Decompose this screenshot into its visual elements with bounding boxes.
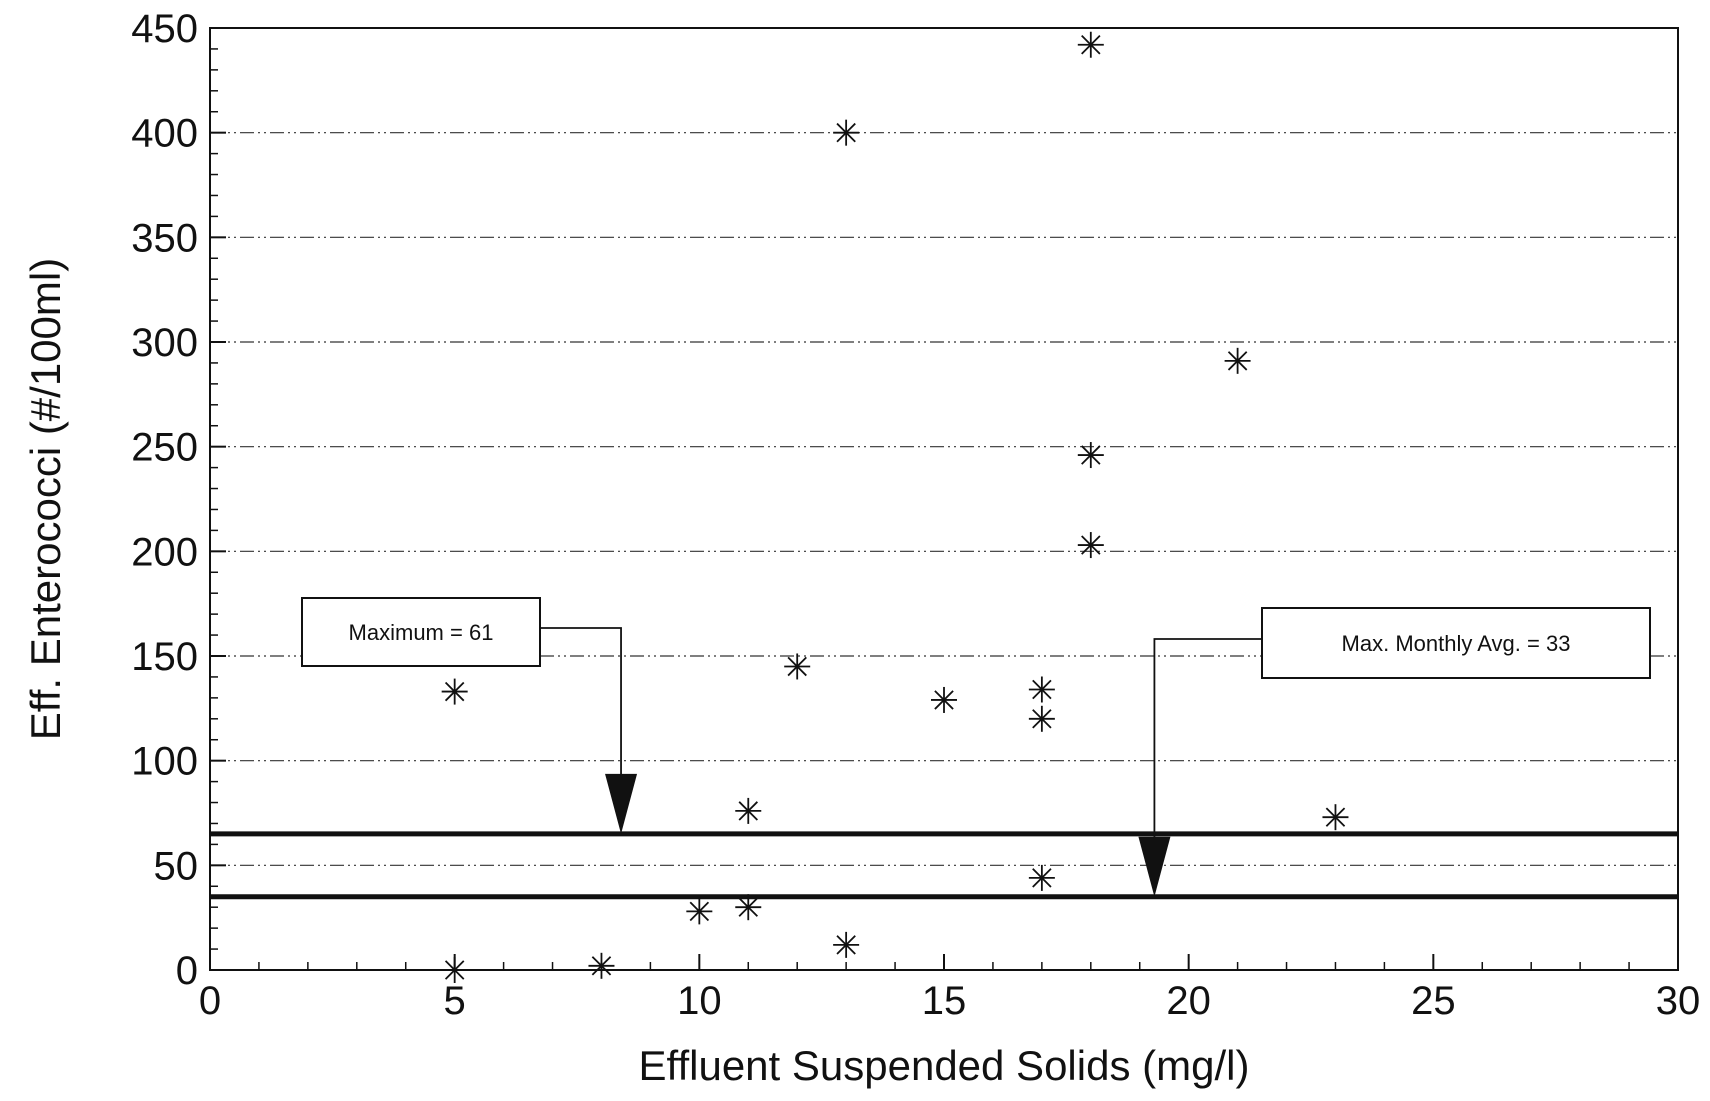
data-point xyxy=(1077,442,1104,469)
marker-stroke xyxy=(836,122,856,143)
axis-ticks: 0 50 100 150 200 250 300 350 400 450 0 5 10 15 20 25 30 xyxy=(131,7,1700,1023)
y-tick-label-0: 0 xyxy=(176,949,198,993)
marker-stroke xyxy=(1325,807,1346,827)
x-tick-label-0: 0 xyxy=(199,979,221,1023)
y-tick-label-300: 300 xyxy=(131,321,198,365)
y-tick-label-150: 150 xyxy=(131,635,198,679)
data-point xyxy=(1028,864,1055,891)
arrowhead xyxy=(1138,836,1171,897)
callout-box xyxy=(1261,607,1651,679)
data-points xyxy=(441,31,1349,983)
x-axis-title: Effluent Suspended Solids (mg/l) xyxy=(639,1042,1250,1089)
y-tick-label-100: 100 xyxy=(131,740,198,784)
data-point xyxy=(735,797,762,824)
data-point xyxy=(588,952,615,979)
data-point xyxy=(1224,347,1251,374)
data-point xyxy=(735,894,762,921)
data-point xyxy=(686,898,713,925)
marker-stroke xyxy=(738,801,759,821)
x-tick-label-5: 5 xyxy=(444,979,466,1023)
data-point xyxy=(784,653,811,680)
data-point xyxy=(1322,804,1349,831)
y-axis-title: Eff. Enterococci (#/100ml) xyxy=(22,258,69,740)
reference-lines xyxy=(210,831,1678,900)
marker-stroke xyxy=(1032,868,1052,888)
marker-stroke xyxy=(1081,445,1101,465)
callouts: Maximum = 61 Max. Monthly Avg. = 33 xyxy=(301,597,1651,897)
marker-stroke xyxy=(934,690,954,710)
marker-stroke xyxy=(444,960,465,980)
data-point xyxy=(441,957,468,983)
marker-stroke xyxy=(1081,535,1101,555)
x-tick-label-10: 10 xyxy=(677,979,722,1023)
arrowhead xyxy=(605,773,638,834)
callout-label: Maximum = 61 xyxy=(349,620,494,645)
marker-stroke xyxy=(1032,709,1052,729)
callout-leader xyxy=(540,627,622,776)
data-point xyxy=(931,686,957,713)
y-tick-label-350: 350 xyxy=(131,216,198,260)
marker-stroke xyxy=(738,897,759,917)
data-point xyxy=(833,931,860,958)
marker-stroke xyxy=(1032,679,1052,700)
gridlines xyxy=(210,132,1678,866)
callout-2: Max. Monthly Avg. = 33 xyxy=(1138,607,1651,897)
callout-label: Max. Monthly Avg. = 33 xyxy=(1342,631,1571,656)
marker-stroke xyxy=(1081,35,1101,55)
data-point xyxy=(833,119,860,146)
callout-1: Maximum = 61 xyxy=(301,597,638,834)
marker-stroke xyxy=(591,956,612,976)
marker-stroke xyxy=(444,681,465,702)
y-tick-label-50: 50 xyxy=(154,844,199,888)
data-point xyxy=(1028,705,1055,732)
y-tick-label-400: 400 xyxy=(131,112,198,156)
callout-box xyxy=(301,597,541,667)
y-tick-label-250: 250 xyxy=(131,426,198,470)
plot-frame xyxy=(209,27,1679,971)
y-tick-label-450: 450 xyxy=(131,7,198,51)
x-tick-label-30: 30 xyxy=(1656,979,1701,1023)
data-point xyxy=(1077,31,1104,58)
callout-leader xyxy=(1153,638,1262,839)
x-tick-label-15: 15 xyxy=(922,979,967,1023)
data-point xyxy=(1077,532,1104,559)
marker-stroke xyxy=(1227,351,1248,371)
x-tick-label-20: 20 xyxy=(1166,979,1211,1023)
data-point xyxy=(1028,676,1055,703)
data-point xyxy=(441,678,468,705)
marker-stroke xyxy=(787,656,807,677)
x-tick-label-25: 25 xyxy=(1411,979,1456,1023)
y-tick-label-200: 200 xyxy=(131,530,198,574)
marker-stroke xyxy=(836,935,856,955)
marker-stroke xyxy=(689,901,710,922)
